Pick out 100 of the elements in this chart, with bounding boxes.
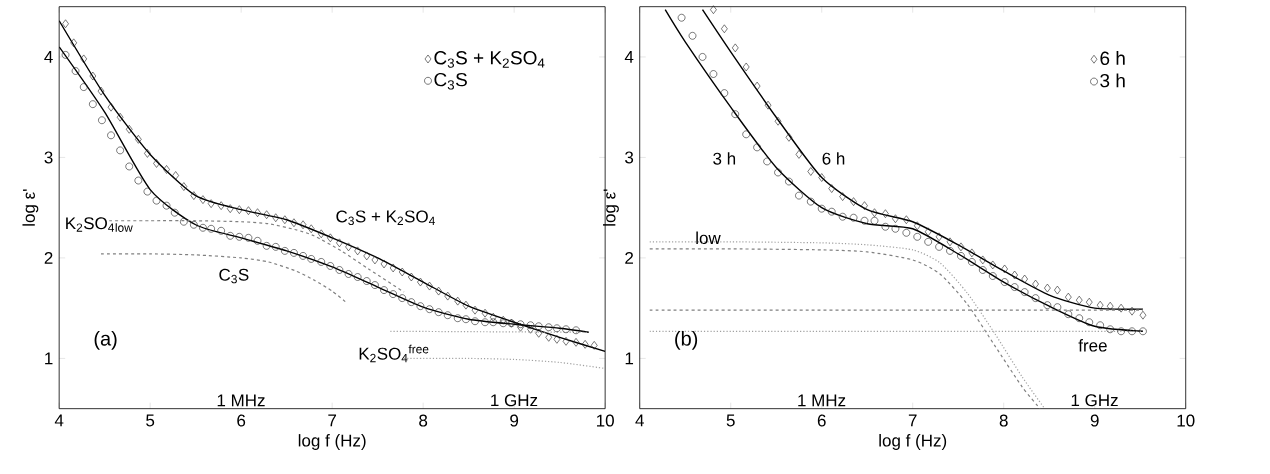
point bbox=[817, 204, 826, 213]
point bbox=[1128, 306, 1136, 316]
point bbox=[590, 341, 598, 350]
legend-label: C$_{3}$S + K$_{2}$SO$_{4}$ bbox=[434, 51, 545, 68]
point bbox=[489, 318, 498, 327]
point bbox=[134, 176, 143, 185]
point bbox=[871, 208, 878, 217]
legend-label: C$_{3}$S bbox=[434, 72, 467, 90]
point bbox=[262, 242, 271, 250]
point bbox=[839, 192, 846, 201]
point bbox=[979, 255, 987, 265]
x-tick-label: 6 bbox=[237, 414, 246, 427]
point bbox=[144, 149, 151, 158]
point bbox=[860, 216, 869, 225]
x-tick-label: 5 bbox=[146, 414, 155, 427]
point bbox=[978, 266, 987, 274]
x-tick-label: 8 bbox=[999, 414, 1008, 427]
point bbox=[462, 300, 470, 310]
annotation: C$_{3}$S bbox=[219, 268, 249, 284]
point bbox=[1075, 295, 1083, 305]
y-axis-title: log ε' bbox=[22, 189, 39, 226]
point bbox=[290, 249, 298, 257]
point bbox=[838, 212, 847, 221]
point bbox=[454, 296, 462, 306]
point bbox=[290, 218, 298, 228]
point bbox=[774, 168, 782, 177]
point bbox=[499, 319, 508, 328]
point bbox=[253, 237, 262, 245]
point bbox=[190, 191, 198, 200]
point bbox=[957, 252, 965, 260]
point bbox=[795, 150, 803, 159]
point bbox=[263, 210, 270, 219]
point bbox=[435, 286, 442, 296]
point bbox=[763, 157, 771, 166]
point bbox=[61, 51, 70, 59]
annotation: 1 GHz bbox=[1071, 394, 1118, 407]
point bbox=[170, 208, 179, 217]
point bbox=[326, 262, 335, 270]
point bbox=[207, 199, 215, 208]
point bbox=[1128, 327, 1136, 336]
point bbox=[426, 281, 433, 291]
point bbox=[553, 335, 561, 344]
point bbox=[190, 220, 198, 229]
point bbox=[362, 277, 371, 285]
x-axis-title: log f (Hz) bbox=[879, 434, 947, 450]
x-tick-label: 9 bbox=[510, 414, 519, 427]
y-tick-label: 4 bbox=[624, 51, 634, 63]
point bbox=[720, 89, 729, 97]
annotation: free bbox=[1078, 339, 1107, 352]
point bbox=[199, 223, 207, 232]
point bbox=[172, 171, 179, 180]
point bbox=[307, 224, 315, 234]
x-axis-title: log f (Hz) bbox=[298, 434, 366, 450]
y-tick-label: 2 bbox=[44, 251, 53, 264]
point bbox=[125, 162, 134, 171]
point bbox=[988, 272, 997, 280]
x-tick-label: 5 bbox=[726, 414, 735, 427]
point bbox=[71, 67, 80, 75]
point bbox=[371, 255, 379, 265]
annotation: K$_{2}$SO$_{4}$free bbox=[359, 344, 429, 363]
y-tick-label: 4 bbox=[44, 51, 53, 63]
point bbox=[345, 242, 352, 252]
point bbox=[1044, 283, 1051, 293]
point bbox=[79, 83, 88, 91]
y-tick-label: 3 bbox=[44, 151, 53, 164]
text: (a) bbox=[94, 331, 117, 350]
point bbox=[827, 207, 836, 216]
point bbox=[272, 213, 280, 223]
point bbox=[207, 224, 215, 233]
point bbox=[795, 191, 803, 200]
point bbox=[408, 272, 415, 282]
text: (b) bbox=[675, 331, 698, 350]
point bbox=[731, 43, 739, 53]
point bbox=[1011, 270, 1018, 280]
point bbox=[425, 305, 434, 313]
point bbox=[572, 338, 580, 347]
point bbox=[162, 201, 171, 210]
point bbox=[281, 215, 289, 225]
point bbox=[1001, 264, 1008, 274]
point bbox=[913, 233, 922, 241]
point bbox=[417, 277, 424, 287]
point bbox=[471, 317, 479, 326]
point bbox=[677, 13, 686, 22]
point bbox=[764, 100, 772, 110]
point bbox=[527, 324, 534, 334]
point bbox=[946, 237, 954, 247]
point bbox=[398, 267, 406, 277]
point bbox=[1043, 301, 1052, 309]
point bbox=[534, 322, 543, 331]
point bbox=[807, 197, 815, 206]
point bbox=[903, 215, 910, 225]
point bbox=[721, 24, 728, 34]
point bbox=[785, 133, 793, 142]
point bbox=[882, 209, 889, 218]
point bbox=[226, 204, 234, 213]
point bbox=[489, 312, 497, 322]
point bbox=[371, 281, 379, 289]
x-tick-label: 6 bbox=[817, 414, 826, 427]
point bbox=[152, 196, 161, 205]
point bbox=[1032, 279, 1039, 289]
